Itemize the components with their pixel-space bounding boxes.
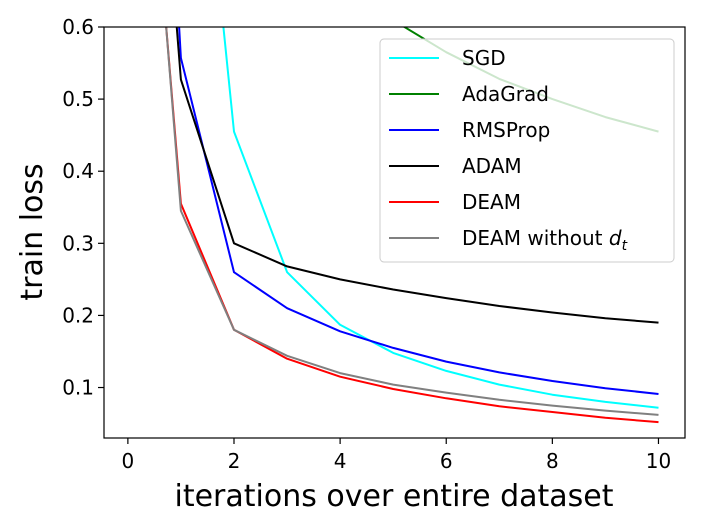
series-line-rmsprop — [178, 27, 659, 395]
series-line-sgd — [222, 27, 659, 409]
legend-box — [379, 38, 675, 263]
legend-label-dt-var: d — [609, 226, 622, 250]
y-axis-label: train loss — [15, 163, 50, 300]
legend-label-deam: DEAM — [462, 190, 521, 214]
legend-label-adam: ADAM — [462, 154, 522, 178]
x-tick-label: 2 — [228, 449, 241, 473]
plot-frame — [103, 26, 686, 439]
x-axis-label: iterations over entire dataset — [175, 479, 614, 514]
series-line-adam — [175, 27, 659, 324]
x-tick-label: 8 — [546, 449, 559, 473]
y-tick-label: 0.6 — [62, 15, 94, 39]
y-axis-ticks: 0.1 0.2 0.3 0.4 0.5 0.6 — [62, 15, 104, 400]
y-tick-label: 0.1 — [62, 376, 94, 400]
legend-label-adagrad: AdaGrad — [462, 82, 549, 106]
x-tick-label: 6 — [440, 449, 453, 473]
x-tick-label: 0 — [122, 449, 135, 473]
y-tick-label: 0.2 — [62, 303, 94, 327]
legend: SGD AdaGrad RMSProp ADAM DEAM DEAM witho… — [379, 38, 675, 263]
x-tick-label: 4 — [334, 449, 347, 473]
legend-items: SGD AdaGrad RMSProp ADAM DEAM DEAM witho… — [389, 46, 628, 254]
legend-label-deam-without-dt: DEAM without dt — [462, 226, 628, 254]
legend-label-rmsprop: RMSProp — [462, 118, 550, 142]
legend-label-sgd: SGD — [462, 46, 506, 70]
series-layer — [165, 27, 659, 424]
series-line-deam-without-d-t — [165, 27, 659, 416]
y-tick-label: 0.4 — [62, 159, 94, 183]
legend-label-dt-subscript: t — [622, 238, 628, 254]
x-axis-ticks: 0 2 4 6 8 10 — [122, 438, 671, 473]
legend-label-deam-without-dt-text: DEAM without — [462, 226, 609, 250]
y-tick-label: 0.5 — [62, 87, 94, 111]
y-tick-label: 0.3 — [62, 231, 94, 255]
x-tick-label: 10 — [646, 449, 671, 473]
